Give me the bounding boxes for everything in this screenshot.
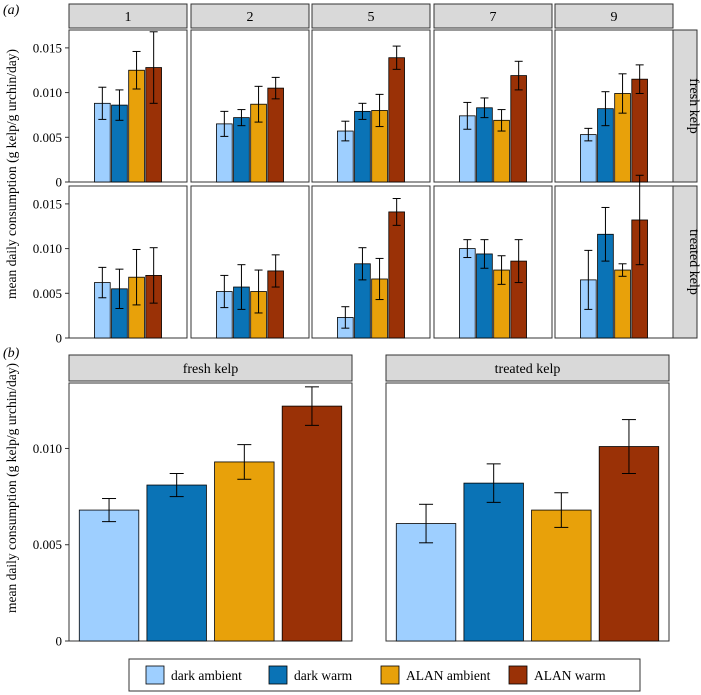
panel-a-treated-kelp-7-bar-dark-ambient	[459, 248, 476, 339]
panel-b-fresh-kelp-bar-dark-ambient	[78, 509, 140, 642]
legend-item-alan-ambient: ALAN ambient	[380, 665, 491, 685]
panel-a-column-7-strip	[433, 3, 553, 29]
panel-b-column-fresh-kelp-label: fresh kelp	[183, 362, 239, 377]
panel-a-row-treated-kelp-strip	[672, 185, 698, 339]
panel-a-fresh-kelp-9-bar-alan-warm	[631, 78, 648, 183]
panel-a-facet-fresh-kelp-5	[311, 29, 431, 183]
panel-a-facet-treated-kelp-5	[311, 185, 431, 339]
panel-b-fresh-kelp-bar-alan-ambient	[214, 461, 275, 642]
panel-b-column-treated-kelp-label: treated kelp	[495, 362, 561, 377]
panel-a-fresh-kelp-5-bar-alan-warm	[388, 57, 405, 183]
panel-a-column-2-strip	[190, 3, 310, 29]
panel-a-column-9-strip	[554, 3, 674, 29]
panel-a-treated-kelp-7-plot-area	[433, 185, 553, 339]
legend-item-dark-warm: dark warm	[268, 665, 353, 685]
panel-a-fresh-kelp-1-y-tick-label: 0.005	[33, 130, 62, 145]
legend-item-alan-warm: ALAN warm	[508, 665, 606, 685]
panel-a-treated-kelp-1-y-tick-label: 0	[56, 331, 63, 346]
panel-a-fresh-kelp-2-plot-area	[190, 29, 310, 183]
panel-a-fresh-kelp-2-bar-alan-warm	[267, 87, 284, 183]
panel-a-facet-treated-kelp-9	[554, 174, 674, 339]
legend-swatch-dark-warm	[268, 665, 288, 685]
panel-a-fresh-kelp-2-bar-dark-warm	[233, 117, 250, 183]
panel-b-fresh-kelp-y-tick-label: 0	[56, 634, 63, 649]
panel-a-facet-fresh-kelp-2	[190, 29, 310, 183]
panel-a-facet-fresh-kelp-9	[554, 29, 674, 183]
panel-a-fresh-kelp-1-plot-area	[68, 29, 188, 183]
panel-a-column-1-strip	[68, 3, 188, 29]
panel-a-fresh-kelp-1-y-tick-label: 0.010	[33, 85, 62, 100]
panel-a-fresh-kelp-1-y-tick-label: 0	[56, 175, 63, 190]
panel-a-column-9-label: 9	[611, 10, 618, 25]
legend-label-dark-ambient: dark ambient	[171, 668, 242, 683]
legend-item-dark-ambient: dark ambient	[145, 665, 242, 685]
panel-a-column-5-strip	[311, 3, 431, 29]
panel-b-facet-fresh-kelp: 0 0.005 0.010	[33, 382, 353, 649]
panel-b-facet-treated-kelp	[385, 382, 670, 642]
panel-a-treated-kelp-1-y-tick-label: 0.015	[33, 196, 62, 211]
panel-a-fresh-kelp-5-plot-area	[311, 29, 431, 183]
panel-a-fresh-kelp-5-bar-dark-warm	[354, 110, 371, 183]
panel-a-column-2-label: 2	[247, 10, 254, 25]
legend-swatch-alan-ambient	[380, 665, 400, 685]
panel-a-tag: (a)	[3, 3, 20, 18]
panel-b-treated-kelp-bar-alan-warm	[598, 446, 660, 642]
panel-a-fresh-kelp-7-bar-alan-warm	[510, 75, 527, 183]
panel-b-fresh-kelp-y-tick-label: 0.005	[33, 537, 62, 552]
panel-a-treated-kelp-1-y-tick-label: 0.010	[33, 241, 62, 256]
legend-swatch-dark-ambient	[145, 665, 165, 685]
panel-a-fresh-kelp-7-bar-dark-warm	[476, 107, 493, 183]
panel-a-row-fresh-kelp-label: fresh kelp	[686, 78, 701, 134]
legend-swatch-alan-warm	[508, 665, 528, 685]
panel-b-treated-kelp-bar-dark-warm	[463, 482, 524, 642]
panel-a-column-7-label: 7	[490, 10, 497, 25]
panel-a-treated-kelp-2-plot-area	[190, 185, 310, 339]
panel-a-row-treated-kelp-label: treated kelp	[686, 229, 701, 295]
legend-label-dark-warm: dark warm	[294, 668, 353, 683]
panel-a-column-5-label: 5	[368, 10, 375, 25]
panel-b-treated-kelp-bar-alan-ambient	[531, 509, 592, 642]
panel-b-fresh-kelp-bar-dark-warm	[146, 484, 207, 642]
panel-b-y-axis-title: mean daily consumption (g kelp/g urchin/…	[4, 363, 19, 613]
panel-a-treated-kelp-9-bar-alan-ambient	[614, 269, 631, 339]
panel-a-fresh-kelp-9-bar-dark-ambient	[580, 134, 597, 183]
panel-a-treated-kelp-5-plot-area	[311, 185, 431, 339]
panel-a-facet-grid: 1 2 5 7 9 fresh kelp treated kelp 0 0.005 0.010 0.…	[33, 3, 701, 346]
legend-label-alan-ambient: ALAN ambient	[406, 668, 491, 683]
panel-a-facet-fresh-kelp-1: 0 0.005 0.010 0.015	[33, 29, 188, 190]
panel-b-facet-grid: fresh kelp treated kelp 0 0.005 0.010	[33, 354, 670, 649]
panel-b-fresh-kelp-bar-alan-warm	[281, 405, 343, 642]
panel-b-fresh-kelp-y-tick-label: 0.010	[33, 441, 62, 456]
panel-a-column-1-label: 1	[125, 10, 132, 25]
panel-a-facet-fresh-kelp-7	[433, 29, 553, 183]
panel-a-treated-kelp-1-y-tick-label: 0.005	[33, 286, 62, 301]
panel-b-column-treated-kelp-strip	[385, 354, 670, 382]
legend-label-alan-warm: ALAN warm	[534, 668, 606, 683]
panel-a-fresh-kelp-9-plot-area	[554, 29, 674, 183]
legend: dark ambient dark warm ALAN ambient ALAN…	[128, 658, 641, 692]
panel-a-fresh-kelp-7-plot-area	[433, 29, 553, 183]
panel-a-facet-treated-kelp-7	[433, 185, 553, 339]
panel-a-facet-treated-kelp-2	[190, 185, 310, 339]
panel-a-treated-kelp-5-bar-alan-warm	[388, 211, 405, 339]
panel-a-treated-kelp-1-plot-area	[68, 185, 188, 339]
panel-b-column-fresh-kelp-strip	[68, 354, 353, 382]
panel-a-fresh-kelp-1-y-tick-label: 0.015	[33, 40, 62, 55]
panel-b-tag: (b)	[3, 346, 20, 361]
panel-a-facet-treated-kelp-1: 0 0.005 0.010 0.015	[33, 185, 188, 346]
panel-a-y-axis-title: mean daily consumption (g kelp/g urchin/…	[4, 49, 19, 299]
panel-a-treated-kelp-9-plot-area	[554, 185, 674, 339]
